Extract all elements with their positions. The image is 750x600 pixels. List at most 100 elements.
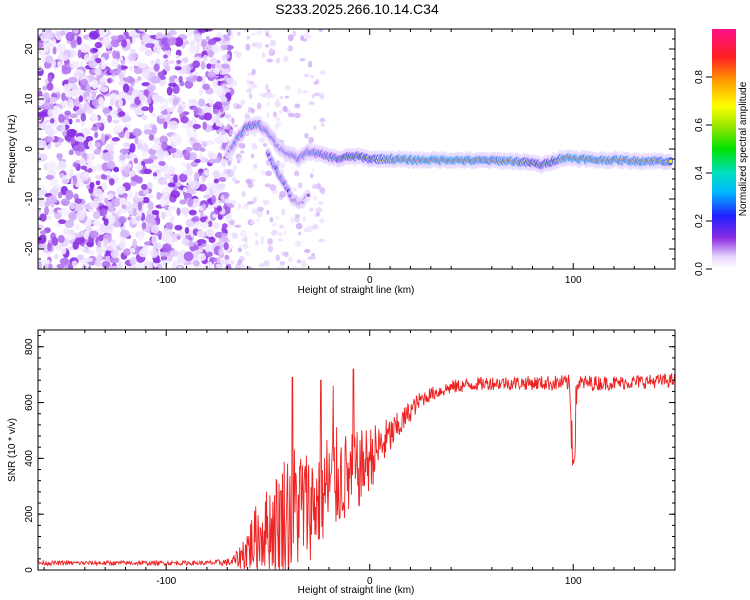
spectrogram-speckle	[275, 215, 279, 221]
spectrogram-speckle	[177, 265, 183, 269]
spectrogram-speckle	[103, 218, 109, 226]
snr-frame	[37, 329, 676, 571]
spectrogram-speckle	[133, 157, 138, 164]
spectrogram-speckle	[260, 170, 266, 176]
spectrogram-speckle	[151, 144, 161, 151]
spectrogram-speckle	[149, 248, 159, 258]
spectrogram-speckle	[101, 181, 108, 191]
spectrogram-speckle	[83, 230, 90, 240]
spectrogram-speckle	[138, 93, 144, 102]
spectrogram-speckle	[316, 212, 321, 217]
spectrogram-speckle	[199, 254, 207, 261]
spectrogram-speckle	[207, 203, 215, 209]
spectrogram-speckle	[202, 83, 211, 91]
spectrogram-speckle	[313, 81, 318, 85]
spectrogram-speckle	[231, 117, 235, 125]
spectrogram-speckle	[283, 251, 289, 258]
x-tick-label: 0	[367, 275, 373, 286]
spectrogram-speckle	[188, 29, 193, 35]
spectrogram-speckle	[196, 42, 202, 47]
spectrogram-speckle	[83, 103, 88, 111]
spectrogram-speckle	[174, 37, 184, 47]
spectrogram-speckle	[279, 224, 285, 229]
spectrogram-speckle	[192, 259, 200, 267]
x-tick-label: -100	[156, 576, 176, 587]
spectrogram-speckle	[218, 247, 225, 255]
spectrogram-speckle	[120, 59, 126, 66]
spectrogram-speckle	[306, 29, 310, 34]
spectrogram-speckle	[176, 235, 181, 240]
spectrogram-speckle	[119, 72, 124, 82]
spectrogram-speckle	[176, 207, 181, 216]
spectrogram-speckle	[141, 114, 148, 121]
spectrogram-speckle	[80, 165, 88, 170]
spectrogram-speckle	[106, 50, 112, 55]
spectrogram-speckle	[141, 106, 150, 112]
spectrogram-speckle	[246, 35, 250, 40]
spectrogram-speckle	[106, 160, 116, 170]
spectrogram-speckle	[213, 178, 219, 184]
spectrogram-speckle	[212, 170, 220, 179]
spectrogram-speckle	[41, 259, 51, 265]
spectrogram-speckle	[259, 263, 265, 267]
spectrogram-speckle	[94, 57, 102, 64]
spectrogram-speckle	[231, 80, 238, 87]
y-tick-label: 10	[24, 93, 35, 105]
spectrogram-speckle	[131, 53, 139, 59]
spectrogram-speckle	[164, 42, 171, 51]
spectrogram-speckle	[100, 132, 106, 143]
spectrogram-speckle	[251, 145, 258, 150]
spectrogram-speckle	[107, 193, 114, 199]
spectrogram-speckle	[209, 57, 218, 65]
spectrogram-speckle	[91, 90, 97, 100]
spectrogram-x-label: Height of straight line (km)	[298, 285, 415, 296]
spectrogram-speckle	[72, 175, 78, 186]
spectrogram-speckle	[55, 223, 64, 228]
spectrogram-speckle	[44, 42, 49, 53]
spectrogram-speckle	[135, 263, 143, 269]
spectrogram-speckle	[208, 38, 217, 45]
spectrogram-speckle	[250, 178, 256, 183]
spectrogram-speckle	[65, 31, 75, 42]
spectrogram-speckle	[45, 126, 54, 136]
spectrogram-speckle	[162, 151, 170, 159]
spectrogram-speckle	[95, 180, 101, 186]
colorbar-ticks: 0.0 0.2 0.4 0.6 0.8	[694, 70, 712, 276]
spectrogram-speckle	[287, 45, 294, 52]
spectrogram-speckle	[112, 50, 117, 59]
spectrogram-speckle	[203, 112, 213, 121]
spectrogram-speckle	[283, 230, 287, 235]
snr-panel: -100 0 100 0 200 400 600 800 Height of straight…	[7, 329, 676, 596]
spectrogram-speckle	[243, 29, 250, 33]
spectrogram-speckle	[185, 218, 195, 228]
spectrogram-speckle	[294, 170, 300, 177]
spectrogram-speckle	[47, 109, 52, 117]
spectrogram-speckle	[145, 43, 155, 48]
spectrogram-speckle	[193, 249, 200, 259]
spectrogram-speckle	[98, 96, 104, 106]
spectrogram-speckle	[80, 127, 91, 137]
spectrogram-speckle	[229, 220, 235, 226]
spectrogram-speckle	[80, 78, 89, 87]
y-tick-label: -10	[24, 191, 35, 206]
y-tick-label: 600	[24, 394, 35, 411]
spectrogram-speckle	[88, 60, 98, 68]
spectrogram-speckle	[152, 124, 158, 135]
x-tick-label: 0	[367, 576, 373, 587]
spectrogram-speckle	[277, 232, 284, 236]
spectrogram-speckle	[318, 238, 325, 243]
spectrogram-speckle	[47, 195, 57, 204]
spectrogram-speckle	[193, 172, 200, 181]
spectrogram-speckle	[74, 232, 84, 238]
spectrogram-speckle	[147, 201, 154, 211]
spectrogram-speckle	[179, 173, 188, 183]
spectrogram-speckle	[54, 142, 60, 148]
spectrogram-speckle	[208, 153, 218, 158]
spectrogram-speckle	[233, 164, 237, 172]
spectrogram-speckle	[117, 260, 123, 269]
spectrogram-speckle	[58, 160, 67, 170]
spectrogram-speckle	[214, 68, 220, 75]
spectrogram-speckle	[250, 219, 256, 225]
spectrogram-speckle	[205, 139, 215, 145]
spectrogram-speckle	[229, 128, 236, 136]
